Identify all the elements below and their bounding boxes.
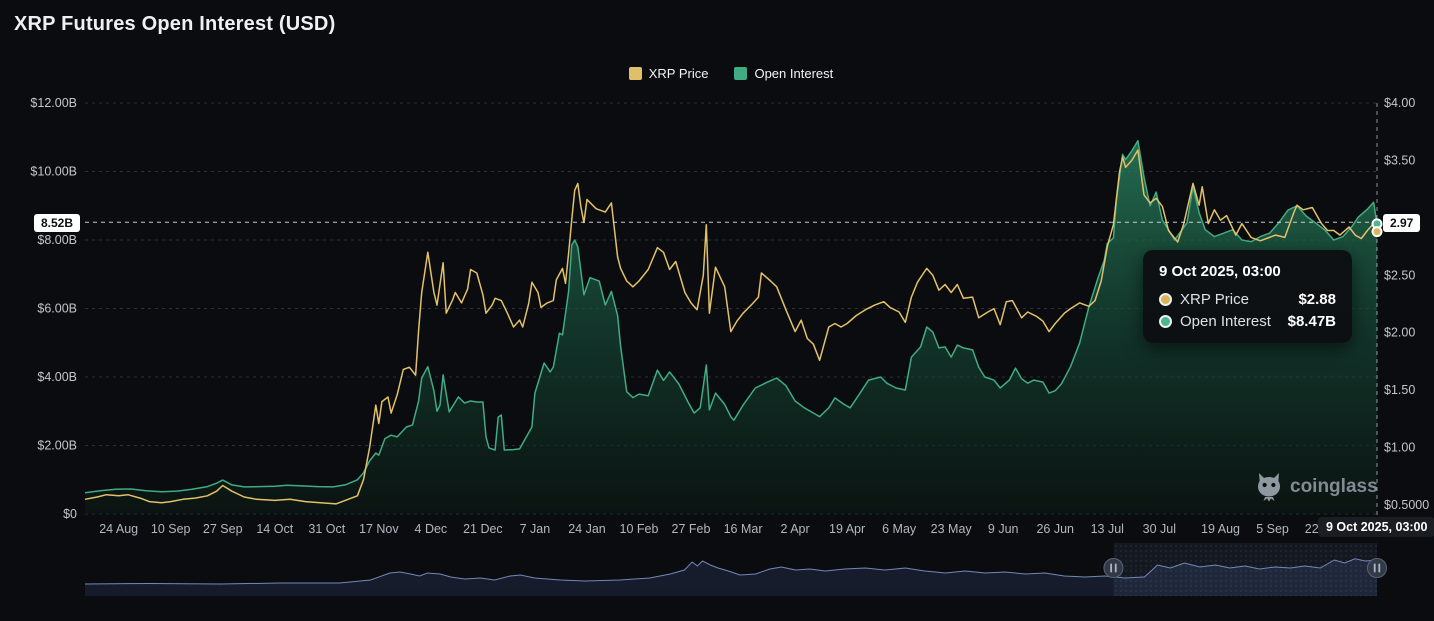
x-axis-tick-label: 24 Aug <box>99 522 138 536</box>
y-axis-label-left: $4.00B <box>37 370 77 384</box>
x-axis-tick-label: 27 Sep <box>203 522 243 536</box>
x-axis-tick-label: 2 Apr <box>780 522 809 536</box>
y-axis-label-right: $1.50 <box>1384 383 1415 397</box>
x-axis-tick-label: 23 May <box>931 522 973 536</box>
y-axis-label-left: $12.00B <box>30 96 77 110</box>
x-axis-tick-label: 24 Jan <box>568 522 606 536</box>
tooltip-row-xrp-price: XRP Price $2.88 <box>1159 291 1336 308</box>
x-axis-tick-label: 26 Jun <box>1036 522 1074 536</box>
x-axis-tick-label: 31 Oct <box>308 522 345 536</box>
navigator-handle-left[interactable] <box>1103 558 1124 578</box>
x-axis-tick-label: 5 Sep <box>1256 522 1289 536</box>
x-axis-tick-label: 9 Jun <box>988 522 1019 536</box>
y-axis-label-right: $0.5000 <box>1384 498 1429 512</box>
x-axis-tick-label: 7 Jan <box>520 522 551 536</box>
x-axis-tick-label: 27 Feb <box>672 522 711 536</box>
x-axis-tick-label: 6 May <box>882 522 917 536</box>
tooltip: 9 Oct 2025, 03:00 XRP Price $2.88 Open I… <box>1143 250 1352 343</box>
x-axis-tick-label: 14 Oct <box>256 522 293 536</box>
open-interest-line <box>84 139 1378 494</box>
y-axis-label-left: $10.00B <box>30 165 77 179</box>
legend-item-open-interest[interactable]: Open Interest <box>734 66 833 81</box>
tooltip-value-xrp-price: $2.88 <box>1298 291 1336 308</box>
tooltip-dot-open-interest <box>1159 315 1172 328</box>
crosshair-oi-label: 8.52B <box>33 214 80 232</box>
y-axis-label-right: $2.00 <box>1384 326 1415 340</box>
x-axis-tick-label: 19 Apr <box>829 522 865 536</box>
legend-label-xrp-price: XRP Price <box>648 66 709 81</box>
x-axis-tick-label: 30 Jul <box>1143 522 1176 536</box>
x-axis-tick-label: 13 Jul <box>1091 522 1124 536</box>
coinglass-watermark: coinglass <box>1256 472 1378 502</box>
xrp-price-last-marker <box>1371 226 1383 238</box>
tooltip-dot-xrp-price <box>1159 293 1172 306</box>
crosshair-price-label: 2.97 <box>1383 214 1421 232</box>
y-axis-label-left: $6.00B <box>37 302 77 316</box>
tooltip-value-open-interest: $8.47B <box>1287 313 1336 330</box>
y-axis-label-left: $0 <box>63 507 77 521</box>
x-axis-tick-label: 17 Nov <box>359 522 399 536</box>
y-axis-label-right: $1.00 <box>1384 441 1415 455</box>
x-axis-tick-label: 4 Dec <box>415 522 448 536</box>
y-axis-label-left: $2.00B <box>37 439 77 453</box>
open-interest-area <box>85 140 1377 514</box>
legend-swatch-open-interest <box>734 67 748 80</box>
x-axis-tick-label: 16 Mar <box>724 522 763 536</box>
x-axis-tick-label: 21 Dec <box>463 522 503 536</box>
x-axis-tick-label: 10 Feb <box>620 522 659 536</box>
x-axis-tick-label: 10 Sep <box>151 522 191 536</box>
tooltip-label-open-interest: Open Interest <box>1180 313 1271 330</box>
navigator-track[interactable] <box>85 586 1377 596</box>
y-axis-label-right: $3.50 <box>1384 153 1415 167</box>
legend: XRP Price Open Interest <box>85 66 1377 81</box>
navigator-selection-texture <box>1113 543 1377 596</box>
tooltip-row-open-interest: Open Interest $8.47B <box>1159 313 1336 330</box>
navigator-handle-right[interactable] <box>1367 558 1387 578</box>
y-axis-label-left: $8.00B <box>37 233 77 247</box>
y-axis-label-right: $2.50 <box>1384 268 1415 282</box>
legend-item-xrp-price[interactable]: XRP Price <box>628 66 709 81</box>
legend-swatch-xrp-price <box>628 67 642 80</box>
page-title: XRP Futures Open Interest (USD) <box>14 13 336 35</box>
crosshair-date-label: 9 Oct 2025, 03:00 <box>1318 517 1434 537</box>
legend-label-open-interest: Open Interest <box>754 66 834 81</box>
y-axis-label-right: $4.00 <box>1384 96 1415 110</box>
tooltip-title: 9 Oct 2025, 03:00 <box>1159 263 1281 280</box>
coinglass-watermark-text: coinglass <box>1290 476 1378 497</box>
tooltip-label-xrp-price: XRP Price <box>1180 291 1249 308</box>
x-axis-tick-label: 19 Aug <box>1201 522 1240 536</box>
coinglass-owl-icon <box>1258 473 1280 502</box>
xrp-price-line <box>84 149 1378 505</box>
